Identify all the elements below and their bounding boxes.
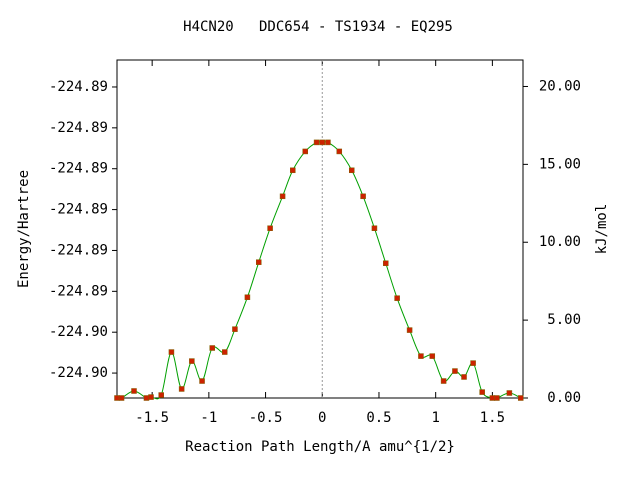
point bbox=[360, 193, 366, 200]
x-tick-label: -1.5 bbox=[135, 410, 169, 426]
point bbox=[148, 394, 154, 400]
x-tick-label: 0 bbox=[318, 410, 326, 426]
point bbox=[418, 353, 424, 359]
point bbox=[158, 392, 164, 398]
point bbox=[221, 349, 228, 355]
y2-tick-label: 5.00 bbox=[547, 312, 581, 328]
point bbox=[114, 395, 120, 401]
point bbox=[440, 378, 447, 384]
point bbox=[131, 388, 137, 394]
point bbox=[470, 360, 476, 366]
x-axis-label: Reaction Path Length/A amu^{1/2} bbox=[185, 439, 455, 455]
point bbox=[279, 193, 286, 200]
y2-tick-label: 15.00 bbox=[539, 156, 581, 172]
y2-tick-label: 0.00 bbox=[547, 390, 581, 406]
chart-title: H4CN20 DDC654 - TS1934 - EQ295 bbox=[183, 19, 453, 35]
point bbox=[143, 395, 150, 401]
point bbox=[383, 260, 389, 267]
point bbox=[489, 395, 496, 401]
y-tick-label: -224.89 bbox=[49, 242, 108, 258]
point bbox=[232, 326, 238, 332]
point bbox=[517, 395, 524, 401]
point bbox=[178, 386, 185, 392]
point bbox=[349, 167, 355, 174]
y-axis-label: Energy/Hartree bbox=[16, 170, 32, 288]
x-tick-label: 1.5 bbox=[480, 410, 505, 426]
y2-axis-label: kJ/mol bbox=[594, 204, 610, 255]
x-tick-label: -1 bbox=[200, 410, 217, 426]
point bbox=[494, 395, 500, 401]
point bbox=[256, 259, 262, 265]
point bbox=[313, 139, 320, 146]
y-tick-label: -224.89 bbox=[49, 161, 108, 177]
line bbox=[116, 141, 521, 400]
x-tick-label: 0.5 bbox=[366, 410, 391, 426]
y-tick-label: -224.89 bbox=[49, 120, 108, 136]
point bbox=[199, 378, 205, 384]
x-tick-label: -0.5 bbox=[249, 410, 283, 426]
point bbox=[506, 390, 513, 396]
y-tick-label: -224.90 bbox=[49, 324, 108, 340]
point bbox=[406, 327, 413, 333]
x-tick-label: 1 bbox=[431, 410, 439, 426]
point bbox=[394, 295, 400, 301]
point bbox=[461, 374, 467, 380]
point bbox=[371, 225, 378, 231]
y-tick-label: -224.90 bbox=[49, 365, 108, 381]
y-tick-label: -224.89 bbox=[49, 283, 108, 299]
point bbox=[168, 349, 175, 355]
point bbox=[244, 294, 251, 300]
point bbox=[302, 148, 309, 155]
point bbox=[336, 148, 343, 155]
y-tick-label: -224.89 bbox=[49, 79, 108, 95]
point bbox=[189, 358, 195, 364]
y-tick-label: -224.89 bbox=[49, 202, 108, 218]
point bbox=[267, 225, 273, 231]
y2-tick-label: 10.00 bbox=[539, 234, 581, 250]
point bbox=[325, 139, 331, 146]
point bbox=[479, 389, 485, 395]
point bbox=[290, 167, 296, 174]
point bbox=[118, 395, 125, 401]
point bbox=[452, 368, 458, 374]
point bbox=[319, 139, 326, 146]
point bbox=[209, 345, 216, 351]
point bbox=[429, 353, 436, 359]
plot-frame bbox=[116, 59, 524, 399]
y2-tick-label: 20.00 bbox=[539, 78, 581, 94]
